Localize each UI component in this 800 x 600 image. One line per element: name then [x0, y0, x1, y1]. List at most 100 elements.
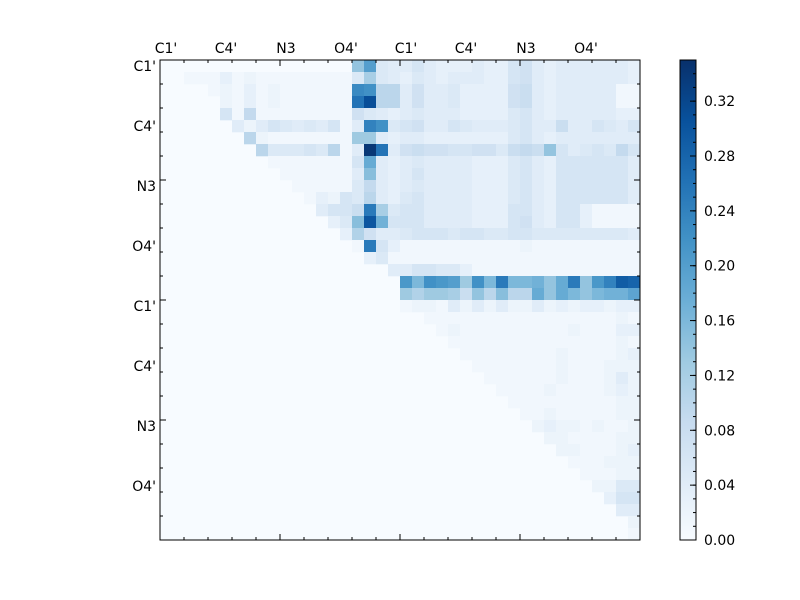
heatmap-cell	[232, 120, 245, 133]
heatmap-cell	[388, 264, 401, 277]
heatmap-cell	[484, 84, 497, 97]
heatmap-cell	[520, 168, 533, 181]
heatmap-cell	[580, 420, 593, 433]
heatmap-cell	[508, 144, 521, 157]
heatmap-cell	[448, 120, 461, 133]
heatmap-cell	[592, 420, 605, 433]
heatmap-cell	[616, 204, 629, 217]
heatmap-cell	[580, 120, 593, 133]
heatmap-cell	[496, 312, 509, 325]
heatmap-cell	[532, 108, 545, 121]
heatmap-cell	[532, 300, 545, 313]
heatmap-cell	[604, 384, 617, 397]
heatmap-cell	[412, 216, 425, 229]
heatmap-cell	[364, 84, 377, 97]
heatmap-cell	[544, 156, 557, 169]
heatmap-cell	[508, 300, 521, 313]
heatmap-cell	[568, 312, 581, 325]
heatmap-cell	[388, 84, 401, 97]
heatmap-cell	[628, 156, 641, 169]
heatmap-cell	[484, 144, 497, 157]
heatmap-cell	[604, 432, 617, 445]
heatmap-cell	[568, 288, 581, 301]
heatmap-cell	[448, 216, 461, 229]
heatmap-cell	[484, 180, 497, 193]
heatmap-cell	[352, 180, 365, 193]
heatmap-cell	[448, 252, 461, 265]
heatmap-cell	[628, 120, 641, 133]
heatmap-cell	[496, 276, 509, 289]
colorbar-gradient	[679, 59, 697, 541]
heatmap-cell	[328, 168, 341, 181]
heatmap-cell	[568, 156, 581, 169]
heatmap-cell	[580, 264, 593, 277]
heatmap-cell	[460, 288, 473, 301]
heatmap-cell	[496, 96, 509, 109]
heatmap-cell	[400, 300, 413, 313]
heatmap-cell	[604, 216, 617, 229]
heatmap-cell	[628, 444, 641, 457]
heatmap-cell	[388, 192, 401, 205]
heatmap-cell	[508, 312, 521, 325]
heatmap-cell	[592, 480, 605, 493]
heatmap-cell	[568, 72, 581, 85]
heatmap-cell	[424, 132, 437, 145]
heatmap-cell	[292, 132, 305, 145]
heatmap-cell	[436, 72, 449, 85]
y-tick-label: C4'	[133, 119, 156, 135]
heatmap-cell	[592, 264, 605, 277]
heatmap-cell	[388, 108, 401, 121]
heatmap-cell	[628, 180, 641, 193]
heatmap-cell	[544, 372, 557, 385]
heatmap-cell	[604, 468, 617, 481]
heatmap-cell	[472, 120, 485, 133]
heatmap-cell	[628, 432, 641, 445]
heatmap-cell	[520, 288, 533, 301]
heatmap-cell	[580, 444, 593, 457]
heatmap-cell	[460, 324, 473, 337]
heatmap-cell	[244, 108, 257, 121]
heatmap-cell	[556, 240, 569, 253]
heatmap-cell	[268, 84, 281, 97]
heatmap-cell	[520, 360, 533, 373]
heatmap-cell	[616, 384, 629, 397]
heatmap-cell	[520, 180, 533, 193]
heatmap-cell	[628, 312, 641, 325]
heatmap-cell	[376, 72, 389, 85]
heatmap-cell	[304, 108, 317, 121]
heatmap-cell	[328, 144, 341, 157]
heatmap-cell	[616, 228, 629, 241]
heatmap-cell	[628, 168, 641, 181]
heatmap-cell	[556, 120, 569, 133]
heatmap-cell	[496, 324, 509, 337]
heatmap-cell	[616, 456, 629, 469]
heatmap-cell	[412, 264, 425, 277]
heatmap-cell	[604, 204, 617, 217]
heatmap-cell	[292, 96, 305, 109]
colorbar-tick-label: 0.16	[704, 314, 735, 330]
heatmap-cell	[628, 132, 641, 145]
heatmap-cell	[364, 228, 377, 241]
heatmap-cell	[328, 96, 341, 109]
heatmap-cell	[412, 276, 425, 289]
heatmap-cell	[268, 108, 281, 121]
heatmap-cell	[496, 60, 509, 73]
heatmap-cell	[328, 192, 341, 205]
heatmap-cell	[376, 156, 389, 169]
heatmap-cell	[424, 192, 437, 205]
heatmap-cell	[448, 192, 461, 205]
heatmap-cell	[604, 84, 617, 97]
heatmap-cell	[544, 288, 557, 301]
heatmap-cell	[532, 132, 545, 145]
heatmap-cell	[472, 360, 485, 373]
heatmap-cell	[520, 324, 533, 337]
heatmap-cell	[448, 132, 461, 145]
heatmap-cell	[352, 228, 365, 241]
heatmap-cell	[604, 360, 617, 373]
heatmap-cell	[556, 180, 569, 193]
heatmap-cell	[604, 456, 617, 469]
heatmap-cell	[352, 204, 365, 217]
heatmap-cell	[328, 84, 341, 97]
heatmap-cell	[460, 84, 473, 97]
heatmap-cell	[568, 60, 581, 73]
